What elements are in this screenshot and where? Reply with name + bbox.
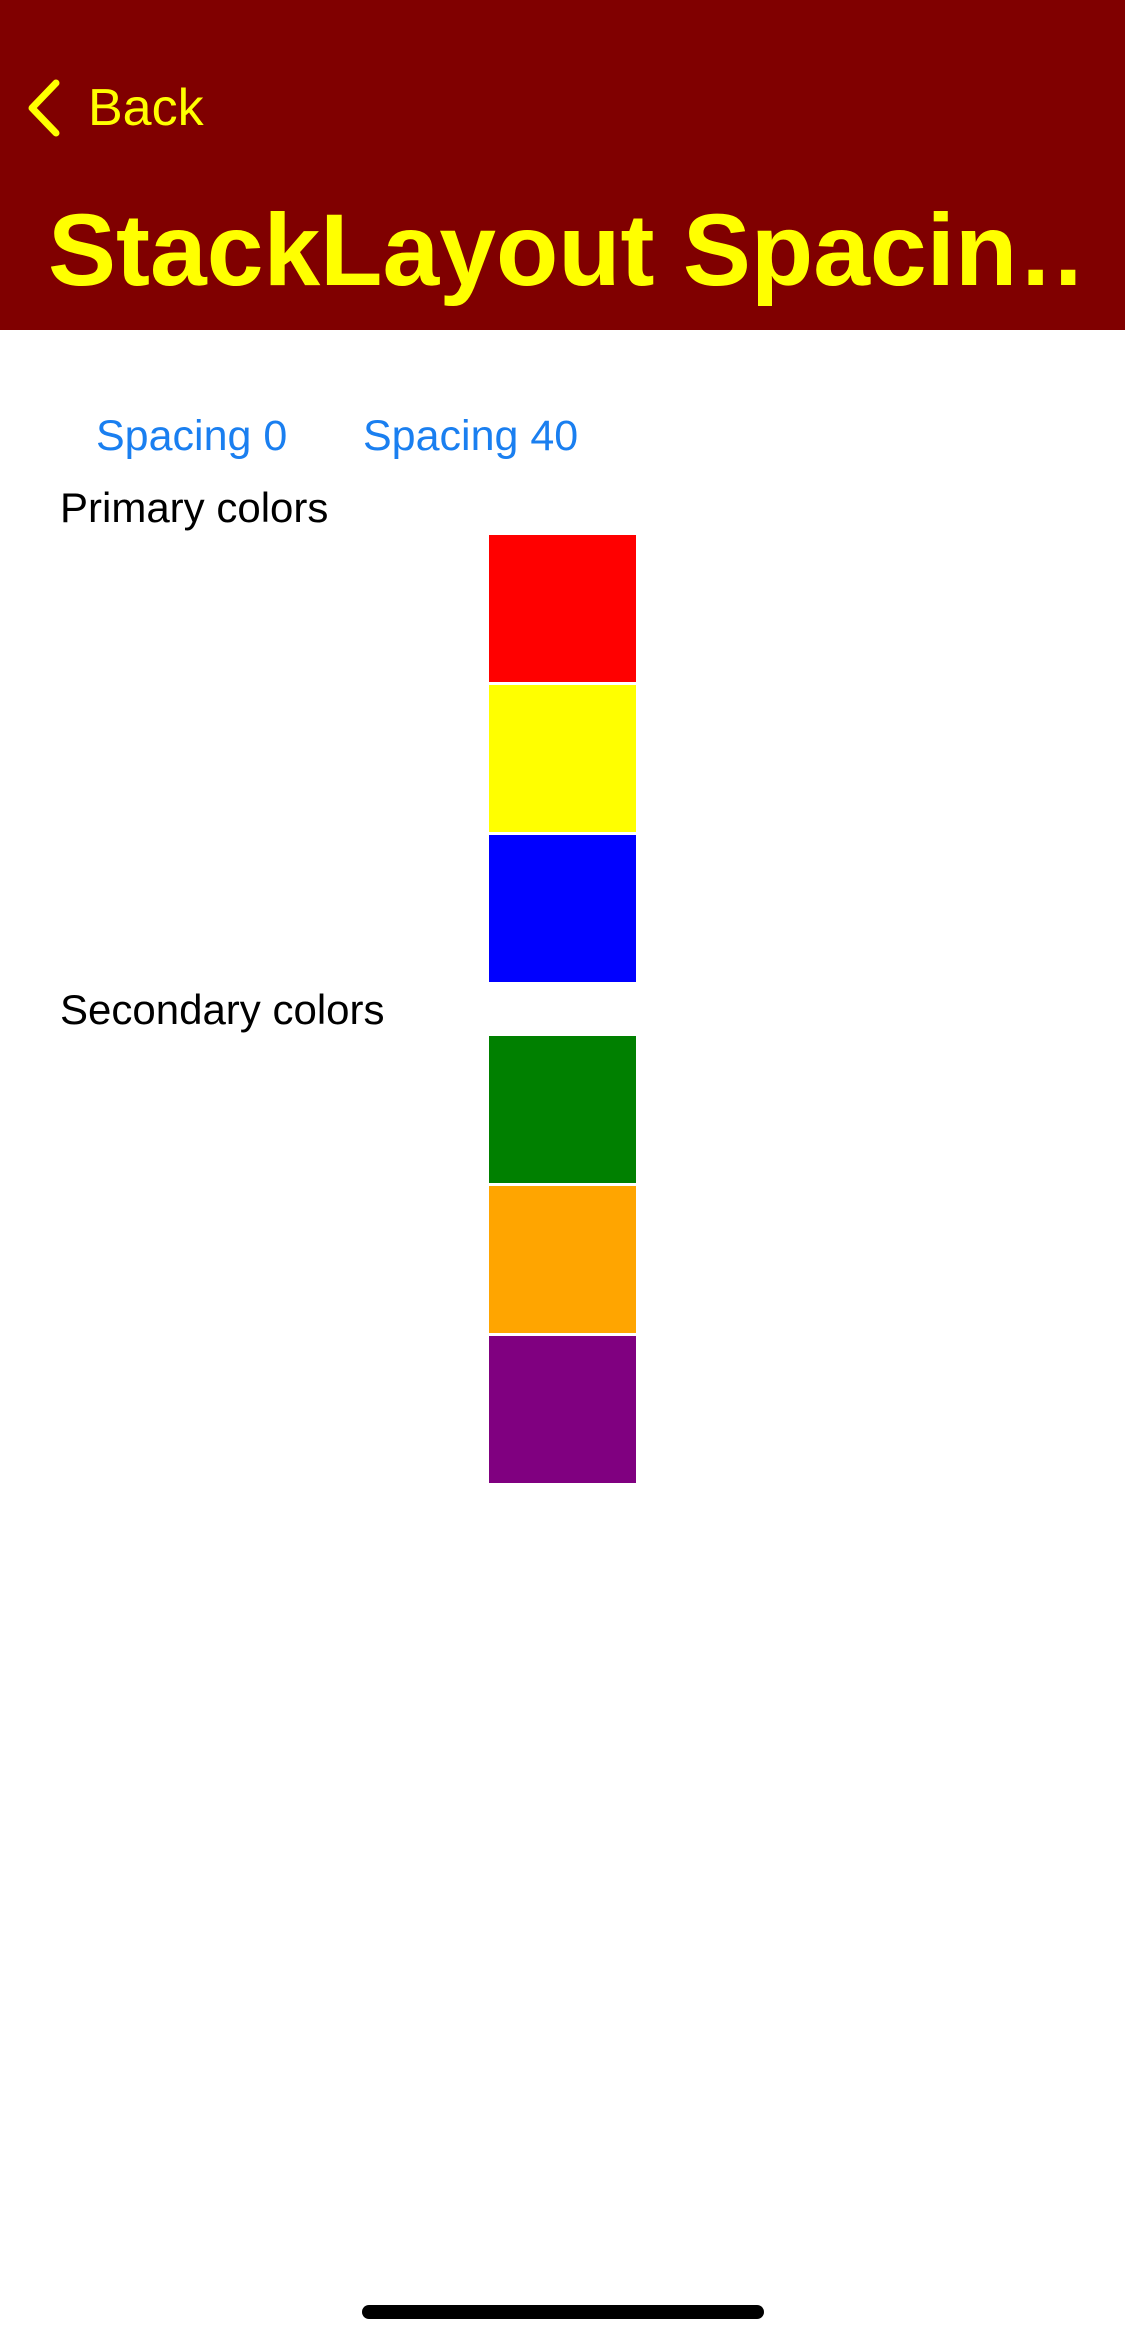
page-title: StackLayout Spacin… bbox=[48, 193, 1078, 307]
purple-swatch bbox=[489, 1336, 636, 1483]
green-swatch bbox=[489, 1036, 636, 1183]
spacing-40-button[interactable]: Spacing 40 bbox=[363, 404, 578, 468]
back-button[interactable]: Back bbox=[24, 72, 204, 144]
secondary-colors-label: Secondary colors bbox=[60, 986, 385, 1033]
red-swatch bbox=[489, 535, 636, 682]
yellow-swatch bbox=[489, 685, 636, 832]
home-indicator bbox=[362, 2305, 764, 2319]
blue-swatch bbox=[489, 835, 636, 982]
navigation-bar: Back StackLayout Spacin… bbox=[0, 0, 1125, 330]
spacing-0-button[interactable]: Spacing 0 bbox=[96, 404, 287, 468]
chevron-left-icon bbox=[24, 77, 64, 139]
primary-colors-label: Primary colors bbox=[60, 484, 329, 531]
orange-swatch bbox=[489, 1186, 636, 1333]
back-label: Back bbox=[88, 79, 204, 137]
